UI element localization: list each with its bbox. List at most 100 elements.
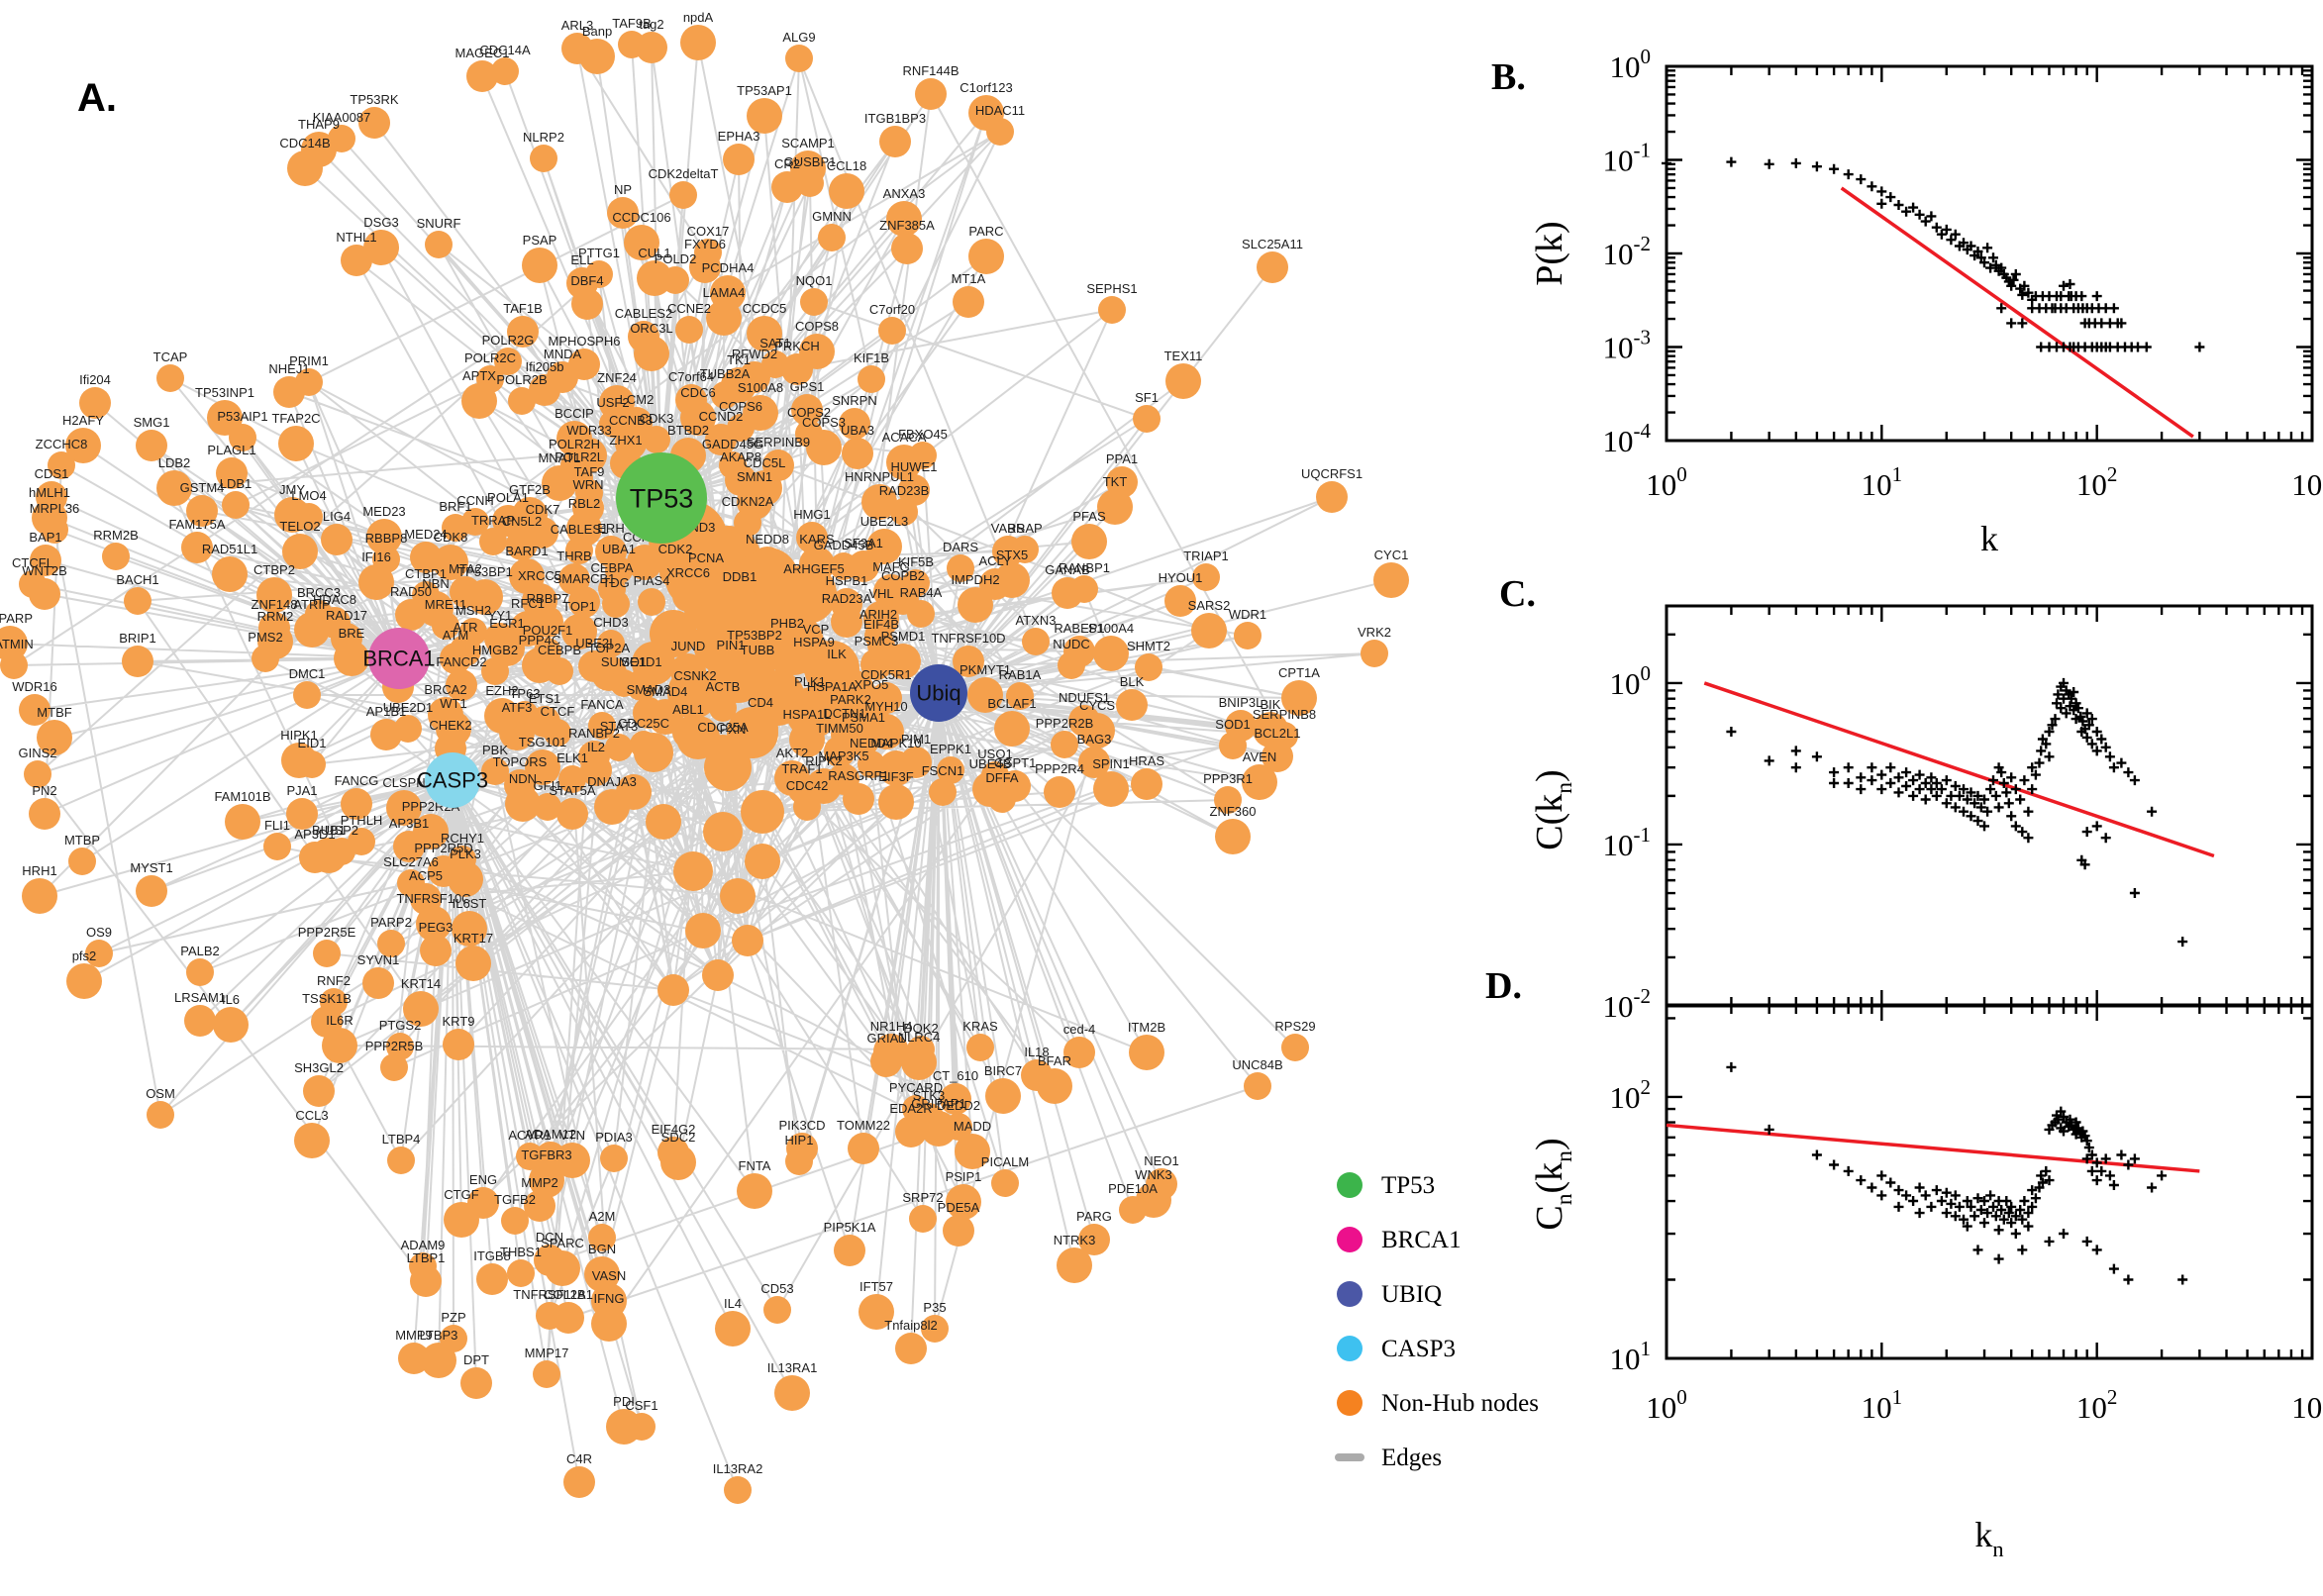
node-label: OS9 (86, 925, 112, 940)
node-label: PPP2R5E (298, 925, 356, 940)
scatter-points (1662, 156, 2205, 352)
non-hub-node (579, 39, 615, 74)
node-label: JMY (279, 482, 305, 497)
non-hub-node (491, 57, 519, 85)
node-label: GPS1 (790, 379, 825, 394)
svg-text:10-2: 10-2 (1603, 984, 1652, 1024)
node-label: EIF4B (863, 617, 899, 632)
node-label: S100A8 (738, 380, 783, 395)
node-label: LTBP3 (420, 1328, 458, 1343)
node-label: CD4 (748, 695, 773, 710)
non-hub-node (907, 600, 935, 628)
node-label: UBA3 (841, 423, 874, 438)
non-hub-node (747, 316, 782, 351)
non-hub-node (1242, 764, 1277, 800)
node-label: PSAP (523, 233, 557, 248)
node-label: BIRC7 (984, 1063, 1022, 1078)
node-label: GSPT1 (994, 755, 1037, 770)
power-law-fit-line (1666, 1123, 2200, 1173)
hub-label-tp53: TP53 (630, 483, 694, 513)
node-label: SHMT2 (1127, 639, 1170, 653)
node-label: ACLY (979, 553, 1012, 568)
node-label: ITM2B (1128, 1020, 1165, 1035)
non-hub-node (1022, 628, 1050, 655)
node-label: PPP4C (519, 633, 561, 648)
node-label: VRK2 (1358, 625, 1391, 640)
node-label: CHD3 (593, 615, 628, 630)
node-label: RFC1 (511, 596, 545, 611)
node-label: ERH (597, 521, 624, 536)
non-hub-node (858, 365, 885, 393)
node-label: STX5 (996, 548, 1029, 562)
non-hub-node (19, 694, 50, 726)
non-hub-node (1316, 481, 1348, 513)
node-label: COPS6 (719, 399, 762, 414)
node-label: PLK1 (794, 674, 826, 689)
node-label: NDUFS1 (1059, 690, 1110, 705)
node-label: CLSPN (382, 775, 425, 790)
non-hub-node (890, 498, 918, 526)
non-hub-node (732, 925, 763, 956)
non-hub-node (225, 804, 260, 840)
non-hub-node (508, 387, 536, 415)
node-label: AKAP8 (720, 449, 761, 464)
non-hub-node (481, 657, 509, 685)
non-hub-node (816, 694, 848, 726)
non-hub-node (363, 230, 399, 265)
node-label: BRCC3 (297, 585, 341, 600)
node-label: COPS8 (795, 319, 839, 334)
svg-text:10-3: 10-3 (1603, 326, 1652, 365)
node-label: RPS29 (1274, 1019, 1315, 1034)
non-hub-node (891, 233, 923, 264)
node-label: POU2F1 (523, 623, 573, 638)
non-hub-node (481, 757, 509, 785)
node-label: APTX (462, 368, 496, 383)
node-label: TP53BP2 (727, 628, 782, 643)
non-hub-node (636, 32, 667, 63)
node-label: PIM1 (901, 732, 931, 747)
edge-line-swatch (1335, 1453, 1364, 1461)
node-label: CDC25A (697, 720, 749, 735)
node-label: NBN (422, 576, 449, 591)
node-label: GUSBP1 (784, 154, 837, 169)
node-label: HNRNPUL1 (845, 469, 914, 484)
hub-node-tp53 (616, 452, 707, 544)
node-label: TP53BP1 (457, 564, 513, 579)
node-label: C7orf20 (869, 302, 915, 317)
node-label: TNFRSF10D (931, 631, 1005, 646)
non-hub-node (446, 669, 477, 701)
non-hub-node (774, 1375, 810, 1411)
svg-text:100: 100 (1610, 45, 1652, 84)
non-hub-node (1052, 577, 1083, 609)
node-label: ZHX1 (609, 433, 642, 448)
node-label: WDR1 (1229, 607, 1266, 622)
non-hub-node (555, 1143, 590, 1178)
node-label: TP53RK (350, 92, 398, 107)
node-label: ELL (570, 252, 593, 267)
non-hub-node (506, 529, 538, 560)
non-hub-node (858, 1294, 894, 1330)
non-hub-node (479, 528, 507, 555)
node-label: NDN (509, 771, 537, 786)
non-hub-node (287, 150, 323, 186)
node-label: DMC1 (289, 666, 326, 681)
node-label: TIMM50 (816, 721, 863, 736)
node-label: EDA2R (889, 1101, 932, 1116)
node-label: VASN (592, 1268, 626, 1283)
non-hub-node (263, 833, 291, 860)
non-hub-node (313, 940, 341, 967)
node-label: ORC3L (630, 321, 672, 336)
node-label: VHL (868, 586, 893, 601)
non-hub-node (30, 545, 61, 576)
non-hub-node (1257, 251, 1288, 283)
non-hub-node (293, 681, 321, 709)
non-hub-node (818, 224, 846, 251)
node-label: ZNF360 (1210, 804, 1257, 819)
node-label: SYVN1 (357, 952, 400, 967)
node-label: ced-4 (1063, 1022, 1096, 1037)
node-label: HRH1 (22, 863, 56, 878)
node-label: HIP1 (785, 1133, 814, 1147)
legend-item-non-hub-nodes: Non-Hub nodes (1337, 1390, 1539, 1417)
node-label: ANXA3 (883, 186, 926, 201)
node-label: Banp (582, 24, 612, 39)
